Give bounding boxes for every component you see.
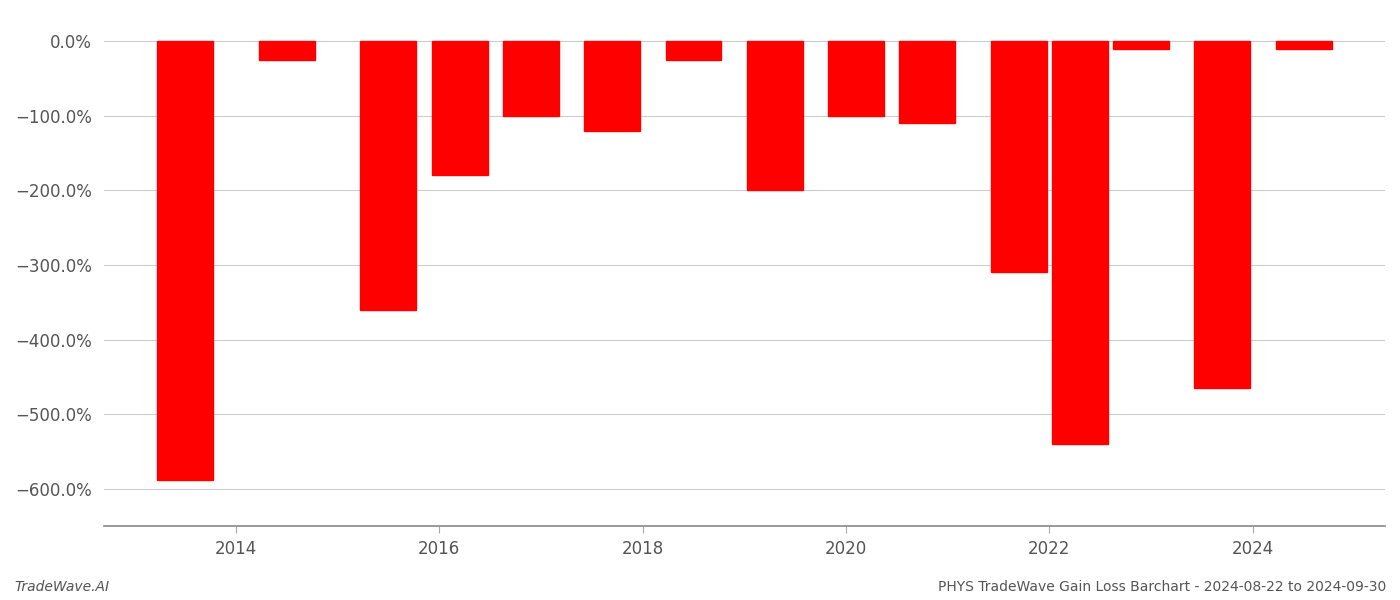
Bar [1275, 41, 1331, 49]
Bar [991, 41, 1047, 272]
Bar [665, 41, 721, 60]
Bar [157, 41, 213, 480]
Bar [1113, 41, 1169, 49]
Bar [1051, 41, 1107, 444]
Bar [259, 41, 315, 60]
Bar [746, 41, 802, 190]
Bar [829, 41, 885, 116]
Text: PHYS TradeWave Gain Loss Barchart - 2024-08-22 to 2024-09-30: PHYS TradeWave Gain Loss Barchart - 2024… [938, 580, 1386, 594]
Bar [431, 41, 487, 175]
Bar [360, 41, 416, 310]
Bar [584, 41, 640, 131]
Text: TradeWave.AI: TradeWave.AI [14, 580, 109, 594]
Bar [503, 41, 559, 116]
Bar [899, 41, 955, 123]
Bar [1194, 41, 1250, 388]
